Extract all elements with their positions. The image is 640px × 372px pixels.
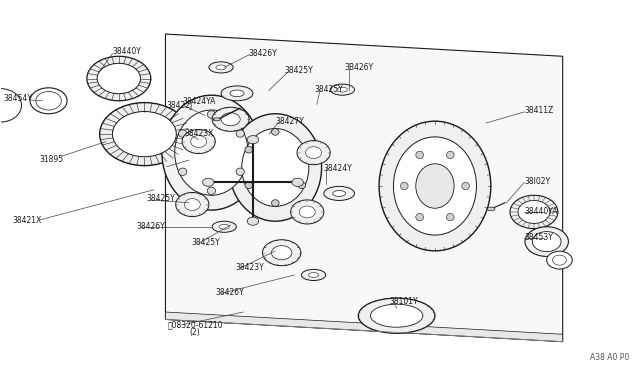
Ellipse shape (87, 56, 151, 101)
Ellipse shape (308, 273, 319, 278)
Text: 31895: 31895 (39, 155, 63, 164)
Ellipse shape (416, 151, 424, 158)
Text: 38422J: 38422J (167, 101, 193, 110)
Ellipse shape (297, 141, 330, 165)
Ellipse shape (30, 88, 67, 114)
Ellipse shape (292, 178, 303, 186)
Text: 38423Y: 38423Y (236, 263, 264, 272)
Ellipse shape (487, 207, 495, 211)
Text: 38425Y: 38425Y (191, 238, 220, 247)
Ellipse shape (175, 110, 248, 195)
Text: 38424Y: 38424Y (323, 164, 352, 173)
Ellipse shape (247, 217, 259, 225)
Ellipse shape (236, 168, 244, 176)
Ellipse shape (179, 168, 187, 176)
Text: 38421X: 38421X (12, 216, 42, 225)
Text: 38427Y: 38427Y (275, 117, 304, 126)
Ellipse shape (333, 190, 346, 196)
Text: 38425Y: 38425Y (285, 66, 314, 75)
Text: (2): (2) (189, 328, 200, 337)
Ellipse shape (191, 136, 207, 147)
Ellipse shape (236, 130, 244, 137)
Ellipse shape (301, 269, 326, 280)
Ellipse shape (221, 86, 253, 101)
Ellipse shape (271, 246, 292, 260)
Ellipse shape (447, 214, 454, 221)
Text: 38426Y: 38426Y (215, 288, 244, 297)
Ellipse shape (401, 182, 408, 190)
Text: 38424YA: 38424YA (182, 97, 216, 106)
Text: A38 A0 P0: A38 A0 P0 (591, 353, 630, 362)
Ellipse shape (216, 65, 226, 70)
Ellipse shape (230, 90, 244, 97)
Ellipse shape (394, 137, 476, 235)
Ellipse shape (447, 151, 454, 158)
Ellipse shape (525, 227, 568, 256)
Ellipse shape (416, 214, 424, 221)
Ellipse shape (0, 89, 22, 122)
Ellipse shape (552, 255, 566, 265)
Ellipse shape (262, 240, 301, 266)
Ellipse shape (547, 251, 572, 269)
Ellipse shape (247, 136, 259, 144)
Ellipse shape (358, 298, 435, 333)
Ellipse shape (219, 224, 229, 229)
Ellipse shape (229, 114, 321, 221)
Ellipse shape (245, 146, 253, 153)
Ellipse shape (162, 95, 261, 210)
Ellipse shape (184, 199, 200, 211)
Text: 38440Y: 38440Y (113, 47, 141, 56)
Ellipse shape (532, 232, 561, 251)
Ellipse shape (97, 63, 141, 94)
Ellipse shape (207, 187, 216, 195)
Ellipse shape (324, 186, 355, 201)
Ellipse shape (207, 111, 216, 118)
Ellipse shape (202, 178, 214, 186)
Ellipse shape (179, 130, 187, 137)
Ellipse shape (100, 103, 189, 166)
Ellipse shape (306, 147, 321, 158)
Ellipse shape (36, 92, 61, 110)
Ellipse shape (298, 182, 306, 189)
Text: 38453Y: 38453Y (524, 232, 553, 242)
Ellipse shape (462, 182, 469, 190)
Ellipse shape (271, 200, 279, 206)
Text: 38I02Y: 38I02Y (524, 177, 550, 186)
Ellipse shape (209, 62, 233, 73)
Text: 38425Y: 38425Y (147, 195, 175, 203)
Polygon shape (166, 312, 563, 341)
Text: Ⓟ08320-61210: Ⓟ08320-61210 (168, 321, 223, 330)
Ellipse shape (298, 146, 306, 153)
Ellipse shape (510, 195, 558, 229)
Ellipse shape (242, 129, 309, 206)
Polygon shape (166, 34, 563, 341)
Ellipse shape (212, 107, 249, 131)
Text: 3B426Y: 3B426Y (344, 63, 373, 72)
Text: 38426Y: 38426Y (248, 49, 277, 58)
Ellipse shape (518, 201, 550, 224)
Ellipse shape (182, 129, 215, 154)
Ellipse shape (245, 182, 253, 189)
Ellipse shape (300, 206, 316, 218)
Ellipse shape (371, 304, 423, 327)
Ellipse shape (271, 129, 279, 135)
Ellipse shape (291, 200, 324, 224)
Ellipse shape (212, 118, 220, 121)
Ellipse shape (379, 121, 491, 251)
Text: 38454Y: 38454Y (3, 94, 32, 103)
Ellipse shape (113, 112, 176, 157)
Text: 38440YA: 38440YA (524, 207, 558, 216)
Text: 38425Y: 38425Y (315, 85, 344, 94)
Text: 38426Y: 38426Y (136, 221, 165, 231)
Text: 38101Y: 38101Y (389, 297, 417, 306)
Ellipse shape (330, 84, 355, 95)
Ellipse shape (221, 113, 240, 126)
Ellipse shape (416, 164, 454, 208)
Ellipse shape (212, 221, 236, 232)
Ellipse shape (337, 87, 348, 92)
Text: 38423X: 38423X (184, 129, 214, 138)
Text: 38411Z: 38411Z (524, 106, 554, 115)
Ellipse shape (175, 192, 209, 217)
